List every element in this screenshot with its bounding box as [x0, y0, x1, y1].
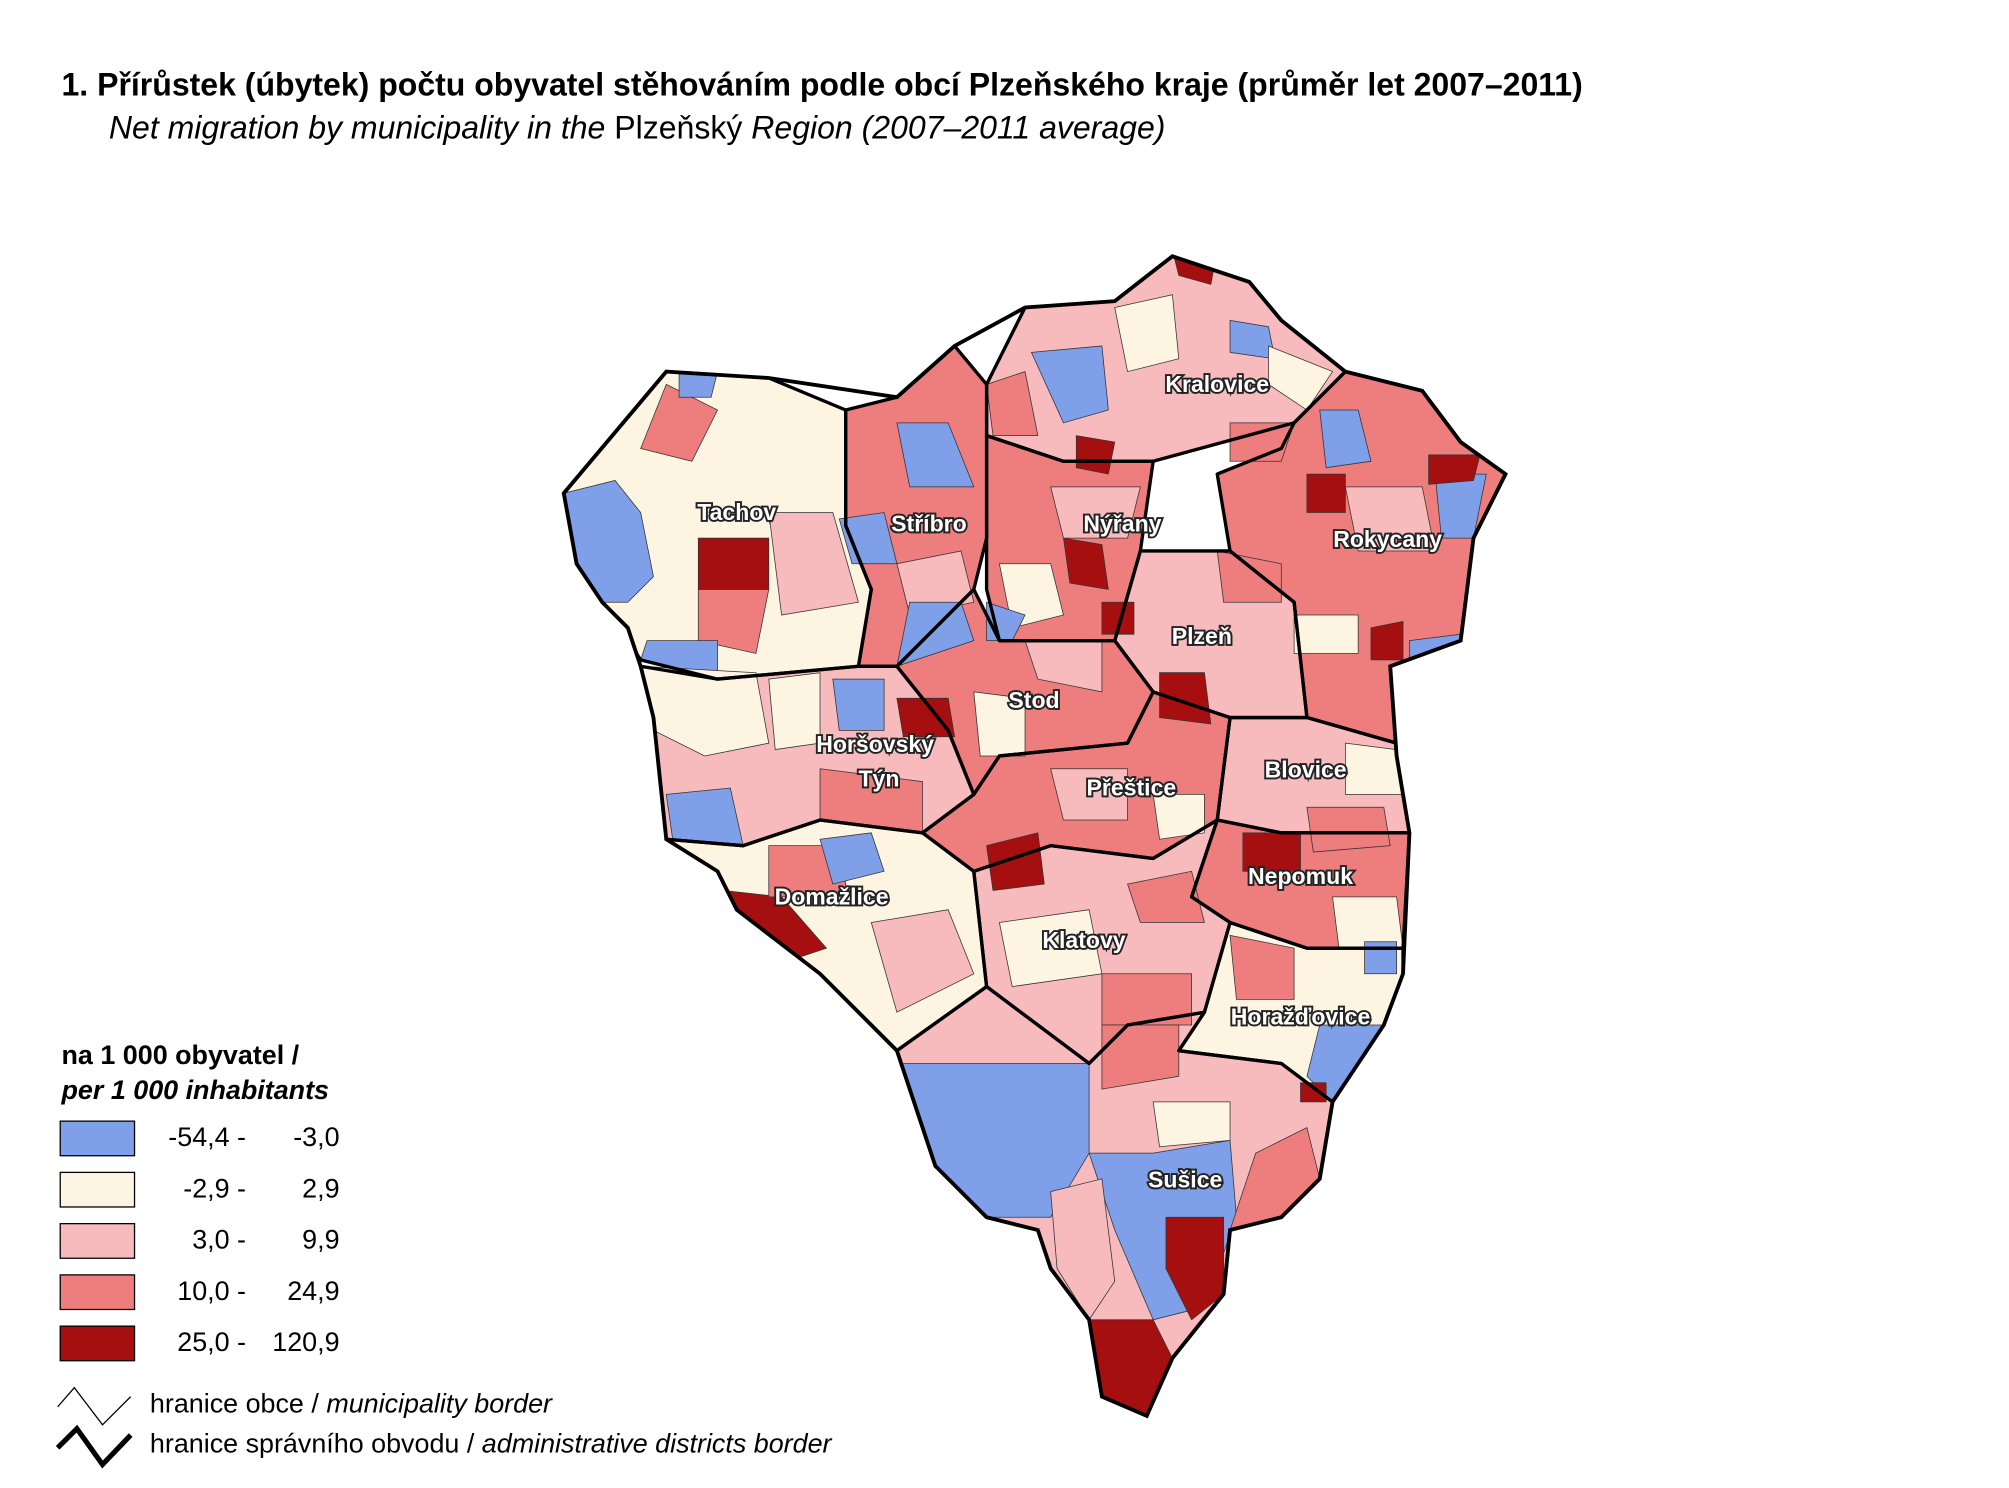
border-label: hranice obce /	[150, 1389, 326, 1419]
legend-to: -3,0	[293, 1122, 339, 1152]
district-label: Domažlice	[775, 883, 889, 909]
municipality	[1030, 345, 1109, 424]
municipality	[896, 550, 975, 616]
municipality	[896, 697, 956, 738]
municipality	[819, 832, 885, 885]
municipality	[986, 371, 1039, 437]
legend-from: 10,0 -	[177, 1276, 246, 1306]
municipality	[1300, 1082, 1327, 1103]
legend-swatch	[59, 1325, 136, 1362]
map	[563, 256, 1506, 1416]
region-border	[561, 254, 1508, 1419]
municipality	[1127, 870, 1205, 923]
legend-title: na 1 000 obyvatel /	[62, 1040, 300, 1070]
municipality	[896, 422, 975, 488]
municipality	[1229, 422, 1295, 462]
legend-swatch	[59, 1120, 136, 1157]
municipality	[986, 832, 1045, 891]
border-label-en: administrative districts border	[482, 1428, 833, 1458]
district-label: Horažďovice	[1231, 1004, 1371, 1030]
municipality	[896, 601, 975, 667]
municipality	[1165, 1216, 1225, 1321]
border-label: hranice správního obvodu /	[150, 1428, 482, 1458]
legend-swatch	[59, 1223, 136, 1259]
district-label: Horšovský	[816, 731, 934, 757]
municipality	[1114, 294, 1180, 373]
municipality	[768, 512, 859, 616]
legend-to: 120,9	[272, 1327, 339, 1357]
district-label: Nýřany	[1083, 510, 1161, 536]
municipality	[1428, 454, 1481, 485]
municipality	[1332, 896, 1404, 949]
district-label: Tachov	[697, 499, 776, 525]
municipality	[1159, 672, 1212, 725]
legend-swatch	[59, 1171, 136, 1208]
subtitle-part: Net migration by municipality in the	[109, 110, 614, 146]
municipality	[1152, 794, 1205, 840]
legend-to: 24,9	[287, 1276, 339, 1306]
municipality	[1306, 473, 1346, 513]
legend-title-en: per 1 000 inhabitants	[61, 1075, 330, 1105]
municipality	[1075, 435, 1116, 475]
border-label-en: municipality border	[326, 1389, 553, 1419]
municipality	[1344, 486, 1436, 552]
district-label: Stod	[1008, 687, 1059, 713]
municipality-border-symbol	[57, 1386, 132, 1426]
municipality	[1370, 620, 1404, 661]
municipality	[1319, 409, 1372, 469]
legend-to: 2,9	[302, 1173, 339, 1203]
legend-swatch	[59, 1274, 136, 1311]
municipality	[1101, 973, 1192, 1026]
district-label: Plzeň	[1172, 623, 1232, 649]
district-label: Blovice	[1265, 756, 1347, 782]
municipality	[1050, 486, 1141, 539]
legend-to: 9,9	[302, 1225, 339, 1255]
municipality	[1229, 934, 1295, 1000]
municipality	[1101, 601, 1135, 635]
municipality	[973, 691, 1026, 757]
border-legend: hranice správního obvodu / administrativ…	[150, 1428, 833, 1458]
district-border-symbol	[55, 1424, 133, 1469]
district-label: Kralovice	[1165, 371, 1269, 397]
content: 1. Přírůstek (úbytek) počtu obyvatel stě…	[55, 67, 1583, 1469]
title: 1. Přírůstek (úbytek) počtu obyvatel stě…	[62, 67, 1583, 103]
municipality	[1306, 806, 1391, 853]
municipality	[1063, 537, 1109, 590]
municipality	[1216, 550, 1282, 603]
district-label: Nepomuk	[1248, 863, 1353, 889]
municipality	[1409, 633, 1462, 674]
legend-from: 25,0 -	[177, 1327, 246, 1357]
municipality	[1101, 1024, 1180, 1090]
district-label: Týn	[858, 765, 899, 791]
municipality	[1293, 614, 1359, 654]
subtitle: Net migration by municipality in the Plz…	[109, 110, 1166, 146]
municipality	[832, 678, 885, 731]
municipality	[665, 787, 744, 847]
legend-from: -54,4 -	[168, 1122, 246, 1152]
district-label: Rokycany	[1333, 526, 1442, 552]
district-label: Sušice	[1148, 1166, 1222, 1192]
legend-from: -2,9 -	[183, 1173, 246, 1203]
municipality	[768, 672, 821, 750]
municipality	[640, 383, 719, 462]
municipality	[1050, 1178, 1116, 1321]
municipality	[870, 909, 975, 1013]
district-label: Přeštice	[1087, 774, 1177, 800]
municipality	[697, 537, 770, 590]
legend: na 1 000 obyvatel / per 1 000 inhabitant…	[55, 1040, 833, 1469]
subtitle-part: Plzeňský	[614, 110, 742, 146]
district-labels: Tachov Stříbro Kralovice Nýřany Rokycany…	[695, 369, 1444, 1195]
legend-from: 3,0 -	[192, 1225, 246, 1255]
municipality	[1152, 1101, 1231, 1148]
municipality	[1050, 768, 1128, 821]
district-label: Stříbro	[891, 510, 967, 536]
subtitle-part: Region (2007–2011 average)	[742, 110, 1165, 146]
district-label: Klatovy	[1042, 927, 1125, 953]
border-legend: hranice obce / municipality border	[150, 1389, 553, 1419]
